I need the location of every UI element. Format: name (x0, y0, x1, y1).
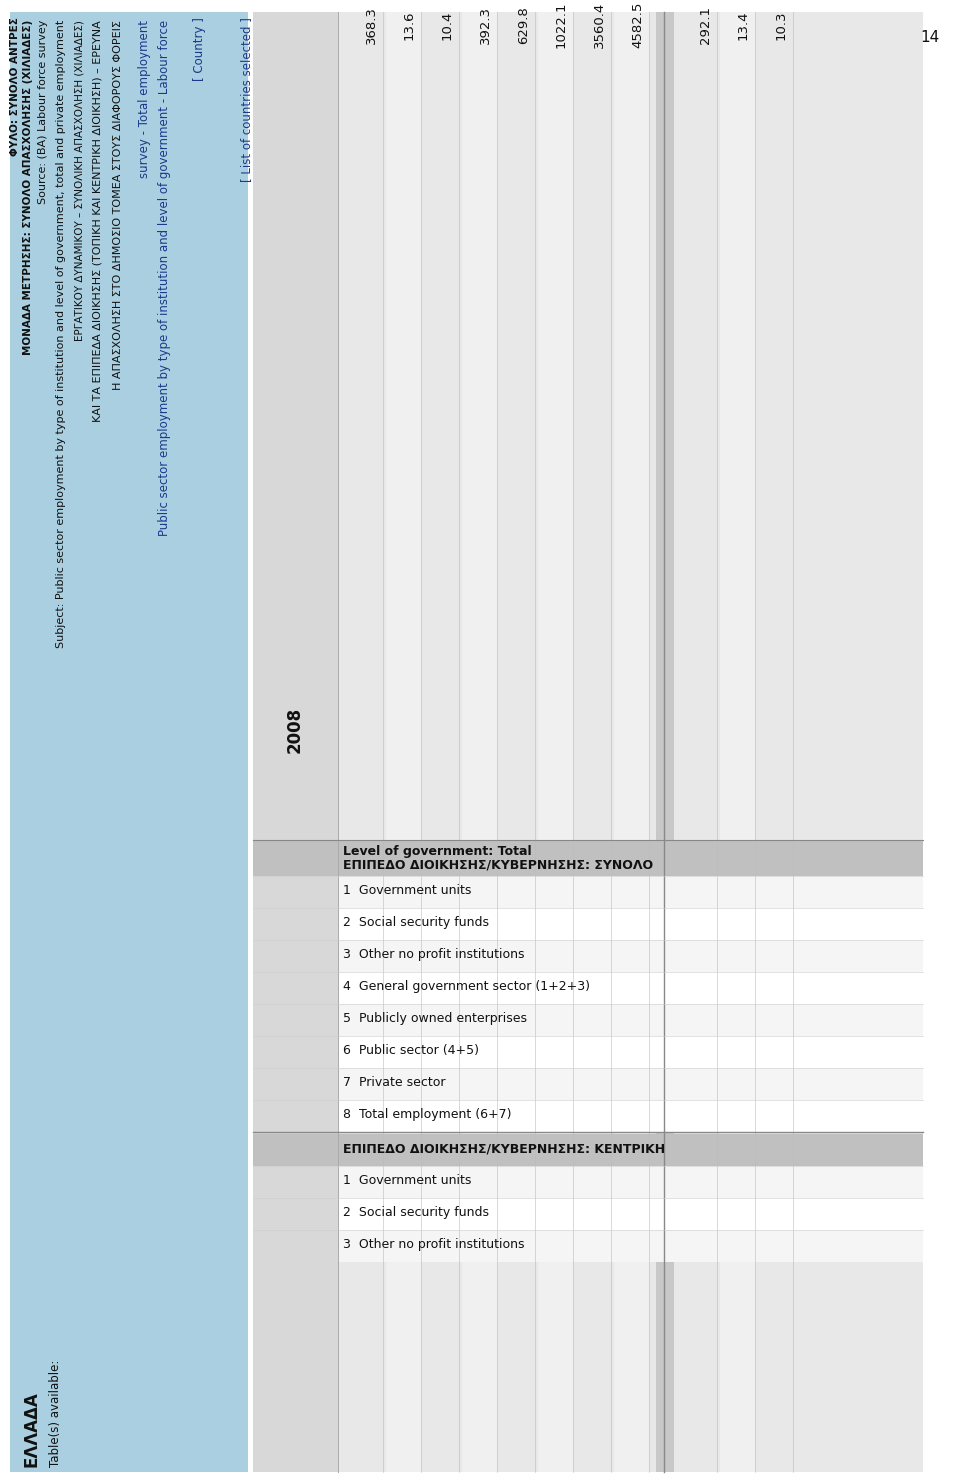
Bar (682, 12, 717, 1473)
Text: 13.6: 13.6 (403, 10, 416, 40)
Text: ΚΑΙ ΤΑ ΕΠΙΠΕΔΑ ΔΙΟΙΚΗΣΗΣ (ΤΟΠΙΚΗ ΚΑΙ ΚΕΝΤΡΙΚΗ ΔΙΟΙΚΗΣΗ) – ΕΡΕΥΝΑ: ΚΑΙ ΤΑ ΕΠΙΠΕΔΑ ΔΙΟΙΚΗΣΗΣ (ΤΟΠΙΚΗ ΚΑΙ ΚΕΝ… (93, 19, 103, 421)
Text: [ Country ]: [ Country ] (193, 16, 206, 82)
Bar (338, 876, 923, 908)
Text: ΦΥΛΟ: ΣΥΝΟΛΟ ΑΝΤΡΕΣ: ΦΥΛΟ: ΣΥΝΟΛΟ ΑΝΤΡΕΣ (10, 16, 20, 156)
Text: 2  Social security funds: 2 Social security funds (343, 1206, 489, 1219)
Bar (424, 12, 459, 1473)
Bar (348, 12, 383, 1473)
Text: Level of government: Total: Level of government: Total (343, 845, 532, 859)
Text: 1  Government units: 1 Government units (343, 1175, 471, 1186)
Text: ΜΟΝΑΔΑ ΜΕΤΡΗΣΗΣ: ΣΥΝΟΛΟ ΑΠΑΣΧΟΛΗΣΗΣ (ΧΙΛΙΑΔΕΣ): ΜΟΝΑΔΑ ΜΕΤΡΗΣΗΣ: ΣΥΝΟΛΟ ΑΠΑΣΧΟΛΗΣΗΣ (ΧΙΛ… (23, 19, 33, 356)
Bar (500, 12, 535, 1473)
Text: survey - Total employment: survey - Total employment (138, 19, 151, 178)
Bar (253, 12, 923, 1473)
Text: 7  Private sector: 7 Private sector (343, 1077, 445, 1089)
Bar (253, 1134, 923, 1166)
Text: Source: (BA) Labour force survey: Source: (BA) Labour force survey (38, 19, 48, 205)
Text: 6  Public sector (4+5): 6 Public sector (4+5) (343, 1044, 479, 1057)
Text: Table(s) available:: Table(s) available: (49, 1360, 62, 1467)
Bar (338, 1100, 923, 1132)
Text: [ List of countries selected ]: [ List of countries selected ] (240, 16, 253, 182)
Text: ΕΡΓΑΤΙΚΟΥ ΔΥΝΑΜΙΚΟΥ – ΣΥΝΟΛΙΚΗ ΑΠΑΣΧΟΛΗΣΗ (ΧΙΛΙΑΔΕΣ): ΕΡΓΑΤΙΚΟΥ ΔΥΝΑΜΙΚΟΥ – ΣΥΝΟΛΙΚΗ ΑΠΑΣΧΟΛΗΣ… (75, 19, 85, 341)
Bar (462, 12, 497, 1473)
Bar (338, 1229, 923, 1262)
Bar (338, 1068, 923, 1100)
Bar (338, 1004, 923, 1037)
Text: 2008: 2008 (286, 707, 304, 753)
Text: 13.4: 13.4 (737, 10, 750, 40)
Text: ΕΠΙΠΕΔΟ ΔΙΟΙΚΗΣΗΣ/ΚΥΒΕΡΝΗΣΗΣ: ΣΥΝΟΛΟ: ΕΠΙΠΕΔΟ ΔΙΟΙΚΗΣΗΣ/ΚΥΒΕΡΝΗΣΗΣ: ΣΥΝΟΛΟ (343, 859, 653, 872)
Bar (576, 12, 611, 1473)
Bar (720, 12, 755, 1473)
Text: 3560.4: 3560.4 (593, 1, 606, 47)
Bar (338, 908, 923, 940)
Text: 1022.1: 1022.1 (555, 1, 568, 49)
Bar (386, 12, 421, 1473)
Text: 368.3: 368.3 (365, 6, 378, 44)
Bar (253, 839, 923, 876)
Bar (656, 12, 674, 1473)
Text: 8  Total employment (6+7): 8 Total employment (6+7) (343, 1108, 512, 1121)
Text: 4582.5: 4582.5 (631, 1, 644, 47)
Bar (10, 12, 248, 1473)
Bar (338, 1037, 923, 1068)
Text: ΕΠΙΠΕΔΟ ΔΙΟΙΚΗΣΗΣ/ΚΥΒΕΡΝΗΣΗΣ: ΚΕΝΤΡΙΚΗ: ΕΠΙΠΕΔΟ ΔΙΟΙΚΗΣΗΣ/ΚΥΒΕΡΝΗΣΗΣ: ΚΕΝΤΡΙΚΗ (343, 1142, 665, 1155)
Text: 3  Other no profit institutions: 3 Other no profit institutions (343, 948, 524, 961)
Text: ΕΛΛΑΔΑ: ΕΛΛΑΔΑ (22, 1391, 40, 1467)
Text: 629.8: 629.8 (517, 6, 530, 44)
Text: 2  Social security funds: 2 Social security funds (343, 916, 489, 928)
Text: 3  Other no profit institutions: 3 Other no profit institutions (343, 1238, 524, 1252)
Bar (338, 940, 923, 971)
Bar (338, 971, 923, 1004)
Text: Public sector employment by type of institution and level of government - Labour: Public sector employment by type of inst… (158, 19, 171, 537)
Text: 1  Government units: 1 Government units (343, 884, 471, 897)
Text: Η ΑΠΑΣΧΟΛΗΣΗ ΣΤΟ ΔΗΜΟΣΙΟ ΤΟΜΕΑ ΣΤΟΥΣ ΔΙΑΦΟΡΟΥΣ ΦΟΡΕΙΣ: Η ΑΠΑΣΧΟΛΗΣΗ ΣΤΟ ΔΗΜΟΣΙΟ ΤΟΜΕΑ ΣΤΟΥΣ ΔΙΑ… (113, 19, 123, 390)
Text: 10.4: 10.4 (441, 10, 454, 40)
Text: Subject: Public sector employment by type of institution and level of government: Subject: Public sector employment by typ… (56, 19, 66, 648)
Text: 5  Publicly owned enterprises: 5 Publicly owned enterprises (343, 1011, 527, 1025)
Bar (338, 1166, 923, 1198)
Text: 14: 14 (921, 30, 940, 44)
Text: 392.3: 392.3 (479, 6, 492, 44)
Bar (758, 12, 793, 1473)
Text: 292.1: 292.1 (699, 6, 712, 44)
Bar (538, 12, 573, 1473)
Bar (614, 12, 649, 1473)
Text: 4  General government sector (1+2+3): 4 General government sector (1+2+3) (343, 980, 590, 994)
Bar (253, 12, 338, 1473)
Bar (338, 1198, 923, 1229)
Text: 10.3: 10.3 (775, 10, 788, 40)
